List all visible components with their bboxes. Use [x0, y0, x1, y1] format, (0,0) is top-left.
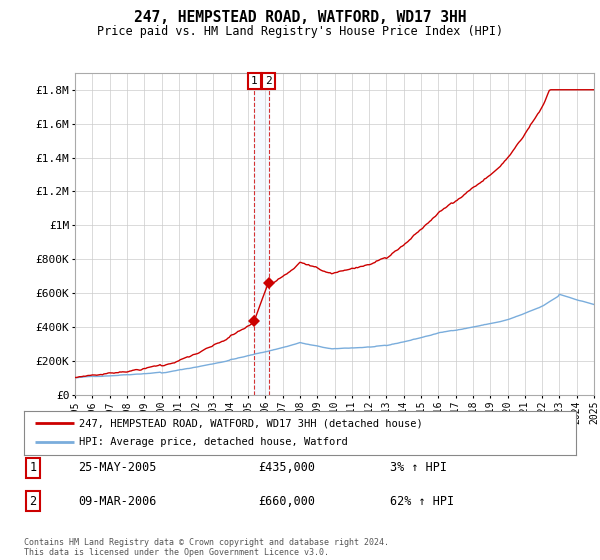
Text: 1: 1: [29, 461, 37, 474]
Text: 09-MAR-2006: 09-MAR-2006: [78, 494, 157, 508]
Text: HPI: Average price, detached house, Watford: HPI: Average price, detached house, Watf…: [79, 437, 348, 447]
Text: 2: 2: [265, 76, 272, 86]
Text: Price paid vs. HM Land Registry's House Price Index (HPI): Price paid vs. HM Land Registry's House …: [97, 25, 503, 38]
Bar: [254, 73, 269, 395]
Text: 247, HEMPSTEAD ROAD, WATFORD, WD17 3HH (detached house): 247, HEMPSTEAD ROAD, WATFORD, WD17 3HH (…: [79, 418, 423, 428]
Text: £660,000: £660,000: [258, 494, 315, 508]
Text: 25-MAY-2005: 25-MAY-2005: [78, 461, 157, 474]
Text: 247, HEMPSTEAD ROAD, WATFORD, WD17 3HH: 247, HEMPSTEAD ROAD, WATFORD, WD17 3HH: [134, 10, 466, 25]
Text: 2: 2: [29, 494, 37, 508]
Text: 3% ↑ HPI: 3% ↑ HPI: [390, 461, 447, 474]
Text: 1: 1: [251, 76, 258, 86]
Text: £435,000: £435,000: [258, 461, 315, 474]
Text: Contains HM Land Registry data © Crown copyright and database right 2024.
This d: Contains HM Land Registry data © Crown c…: [24, 538, 389, 557]
Text: 62% ↑ HPI: 62% ↑ HPI: [390, 494, 454, 508]
